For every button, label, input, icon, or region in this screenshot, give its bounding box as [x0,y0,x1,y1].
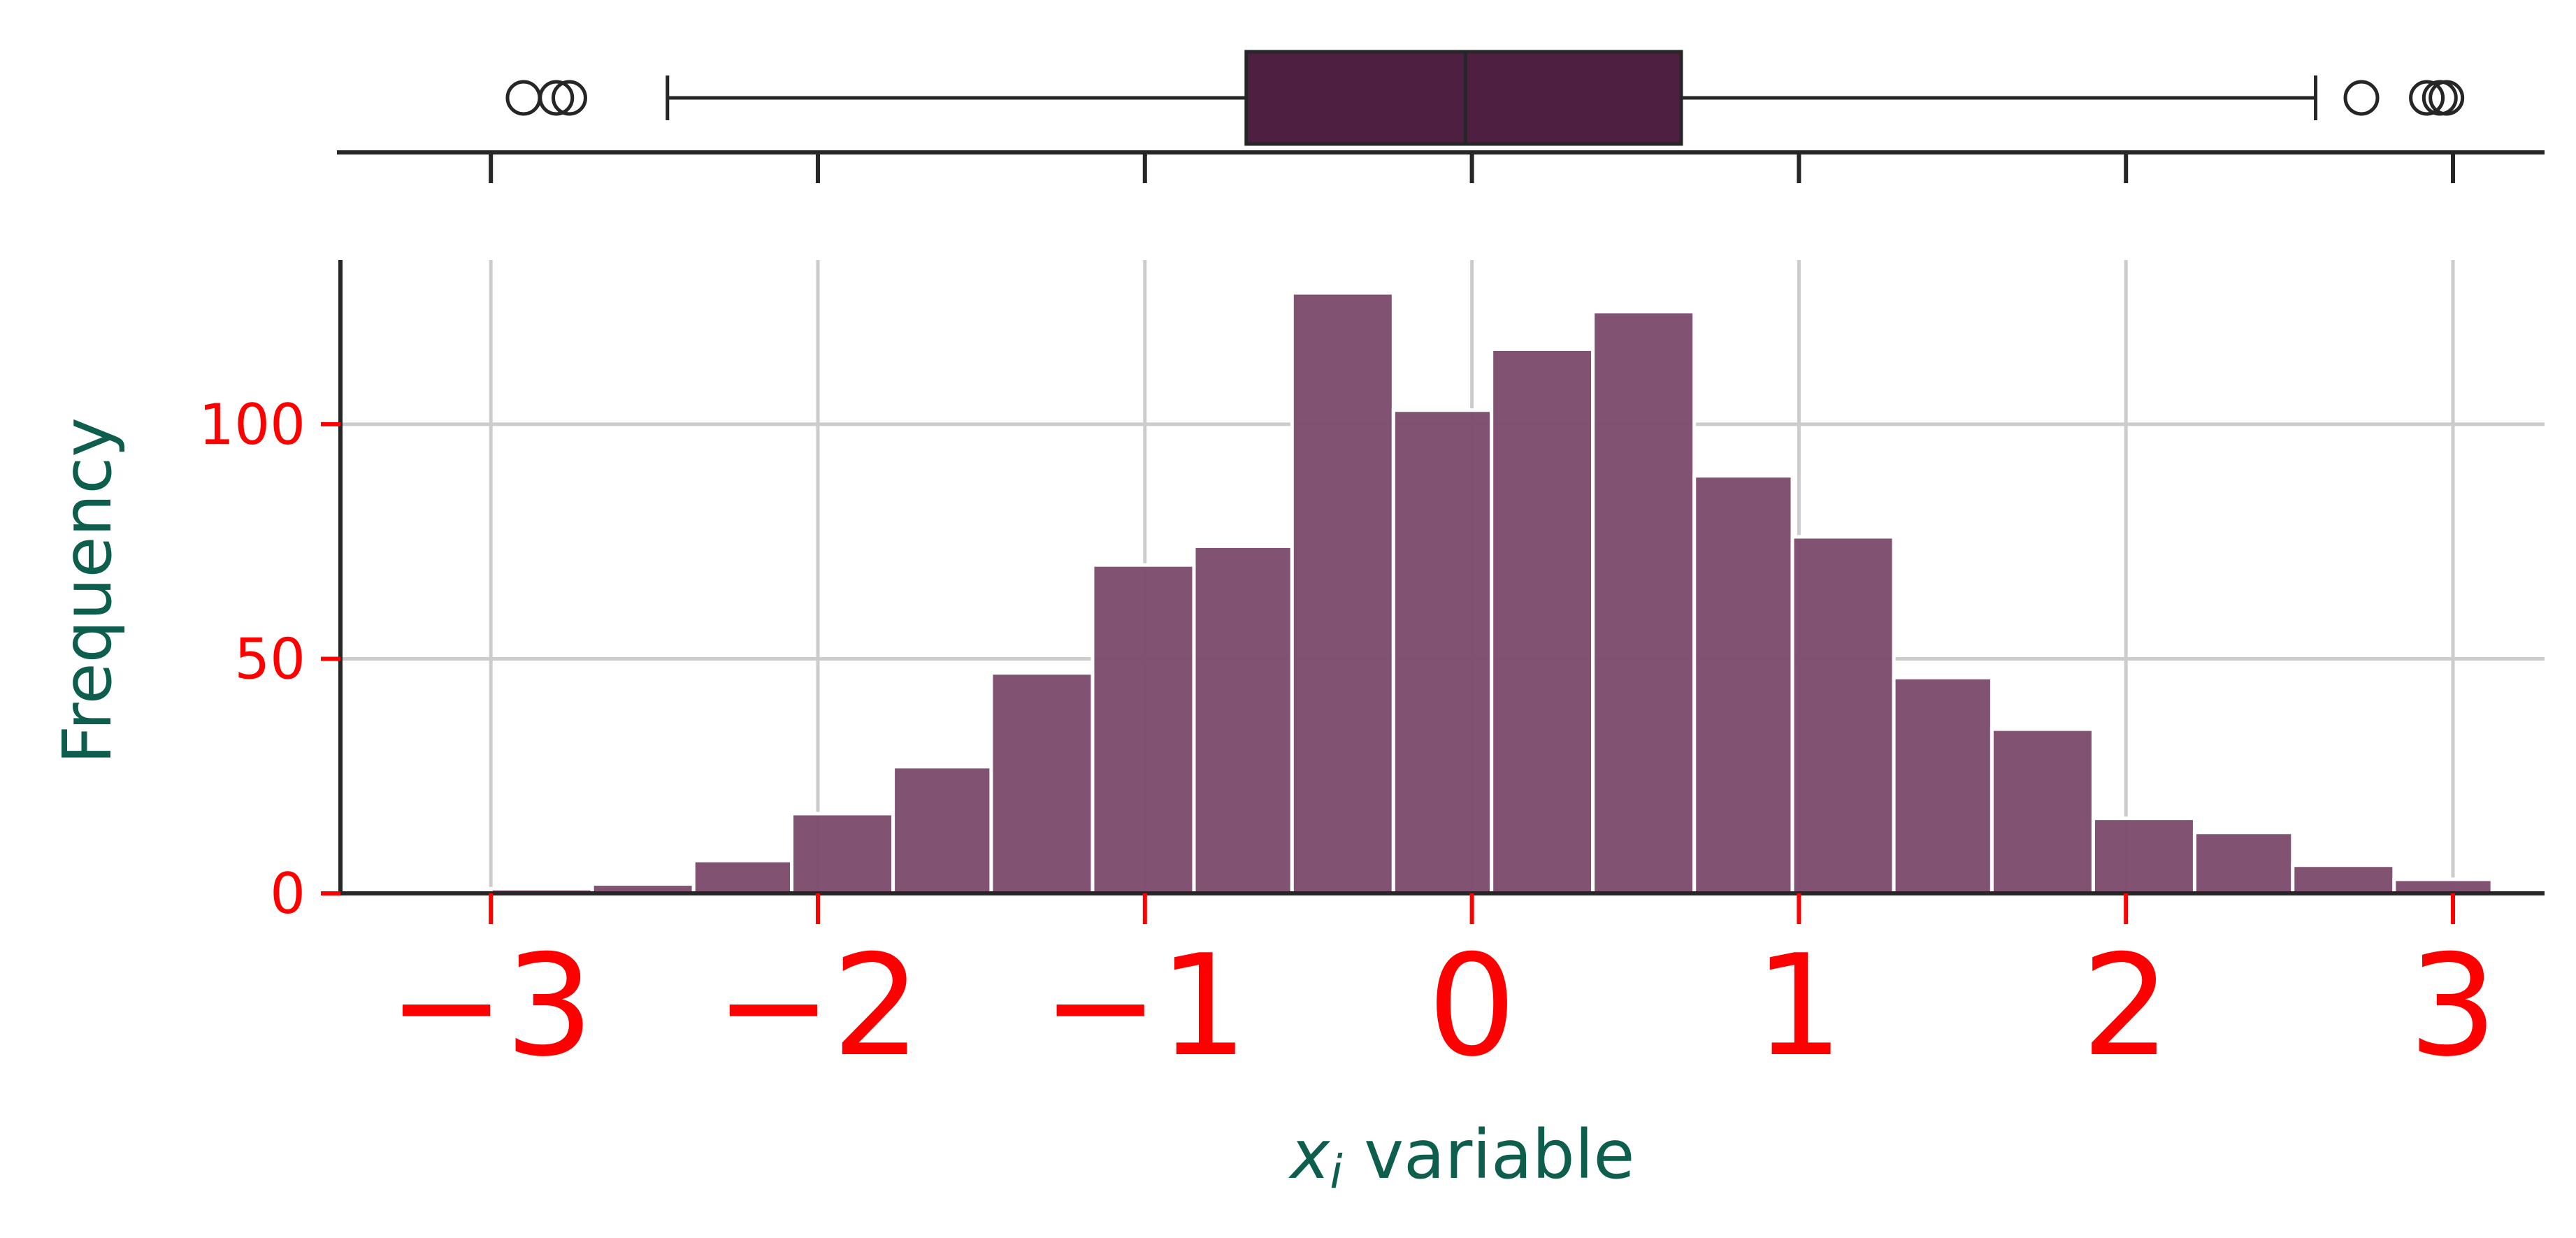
histogram-bar [989,671,1095,895]
histogram-bar [1591,310,1697,895]
outlier-point [2429,80,2465,116]
y-tick-label: 0 [270,861,305,926]
histogram-bars [489,291,2494,895]
x-tick-label: 0 [1427,925,1516,1088]
y-tick-label: 100 [199,392,305,457]
histogram-bar [1192,544,1294,895]
histogram-bar [891,765,993,895]
histogram-bar [1290,291,1395,895]
histogram-bar [2392,877,2494,895]
x-axis-label-math: x [1288,1116,1331,1194]
x-tick-label: 1 [1755,925,1843,1088]
x-tick-label: −2 [715,925,921,1088]
x-axis-label-text: variable [1364,1116,1634,1194]
histogram-bar [2192,830,2295,895]
histogram-bar [1692,474,1794,895]
histogram-bar [2091,816,2196,895]
histogram-bar [1790,535,1896,895]
x-axis-label: xi variable [1288,1116,1635,1199]
histogram-bar [1490,347,1595,895]
x-tick-label: −1 [1042,925,1248,1088]
histogram-bar [1391,408,1494,895]
outlier-point [2409,80,2445,116]
boxplot-panel [337,50,2545,183]
outlier-point [538,80,575,116]
outlier-point [2343,80,2380,116]
histogram-panel: −3 −2 −1 0 1 2 3 0 50 100 Frequency xi variable [48,260,2545,1199]
histogram-bar [2291,863,2396,895]
histogram-axes [338,260,2545,895]
outlier-point [551,80,587,116]
x-tick-label: −3 [388,925,594,1088]
x-tick-label: 3 [2408,925,2497,1088]
outlier-point [505,80,542,116]
histogram-bar [691,858,794,895]
histogram-ticks: −3 −2 −1 0 1 2 3 0 50 100 [199,392,2497,1088]
histogram-bar [1091,563,1196,895]
histogram-bar [1989,727,2095,895]
histogram-bar [790,812,895,895]
x-tick-label: 2 [2082,925,2171,1088]
x-axis-label-subscript: i [1330,1145,1343,1199]
histogram-bar [1892,675,1994,895]
y-axis-label: Frequency [48,417,127,764]
y-tick-label: 50 [234,626,305,691]
